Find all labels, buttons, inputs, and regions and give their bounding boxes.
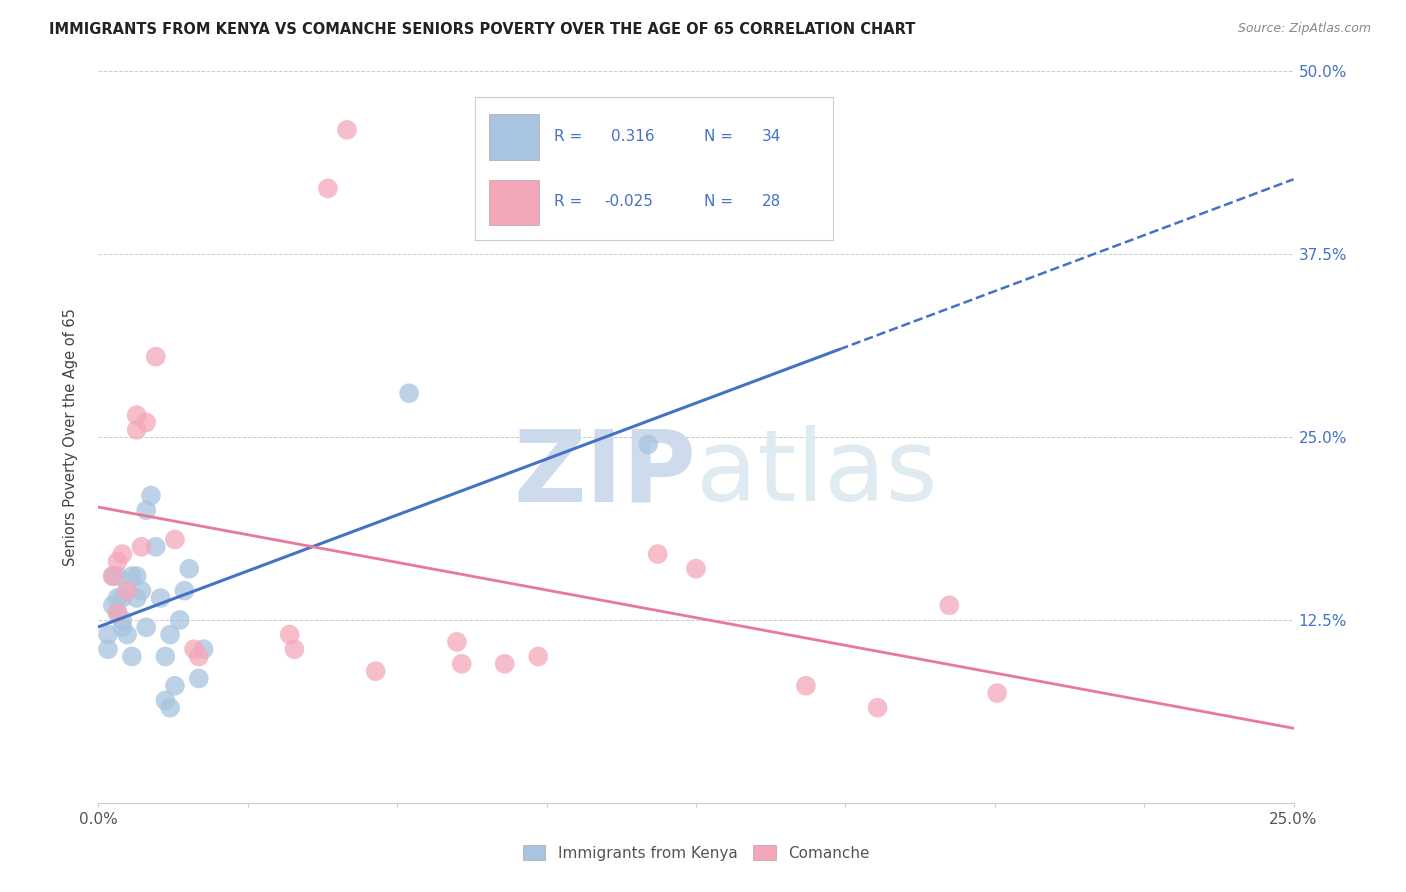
Point [986,686,1008,700]
Point [125,408,148,422]
Point [637,437,659,451]
Point [938,599,960,613]
Point [97,627,120,641]
Point [131,583,153,598]
Point [364,664,387,678]
Point [107,606,129,620]
Point [135,416,157,430]
Point [159,627,181,641]
Point [283,642,305,657]
Point [179,562,201,576]
Point [187,672,209,686]
Point [111,547,134,561]
Y-axis label: Seniors Poverty Over the Age of 65: Seniors Poverty Over the Age of 65 [63,308,79,566]
Point [101,569,124,583]
Point [685,562,707,576]
Text: atlas: atlas [696,425,938,522]
Point [278,627,301,641]
Point [193,642,215,657]
Point [107,591,129,605]
Point [794,679,817,693]
Point [111,591,134,605]
Point [173,583,195,598]
Point [398,386,420,401]
Point [125,591,148,605]
Point [107,554,129,568]
Point [163,533,186,547]
Point [647,547,669,561]
Point [125,569,148,583]
Point [115,627,138,641]
Point [169,613,191,627]
Point [145,540,167,554]
Point [866,700,889,714]
Point [187,649,209,664]
Point [155,649,177,664]
Point [316,181,339,195]
Point [115,583,138,598]
Text: IMMIGRANTS FROM KENYA VS COMANCHE SENIORS POVERTY OVER THE AGE OF 65 CORRELATION: IMMIGRANTS FROM KENYA VS COMANCHE SENIOR… [49,22,915,37]
Point [163,679,186,693]
Point [131,540,153,554]
Point [121,649,143,664]
Point [145,350,167,364]
Legend: Immigrants from Kenya, Comanche: Immigrants from Kenya, Comanche [515,837,877,868]
Point [155,693,177,707]
Point [446,635,468,649]
Point [494,657,516,671]
Point [149,591,172,605]
Point [97,642,120,657]
Point [101,599,124,613]
Point [107,569,129,583]
Point [450,657,472,671]
Point [101,569,124,583]
Point [107,606,129,620]
Point [135,503,157,517]
Point [135,620,157,634]
Text: Source: ZipAtlas.com: Source: ZipAtlas.com [1237,22,1371,36]
Point [125,423,148,437]
Point [159,700,181,714]
Point [183,642,205,657]
Point [111,613,134,627]
Point [121,569,143,583]
Point [115,583,138,598]
Point [139,489,162,503]
Point [336,123,359,137]
Text: ZIP: ZIP [513,425,696,522]
Point [111,620,134,634]
Point [527,649,550,664]
